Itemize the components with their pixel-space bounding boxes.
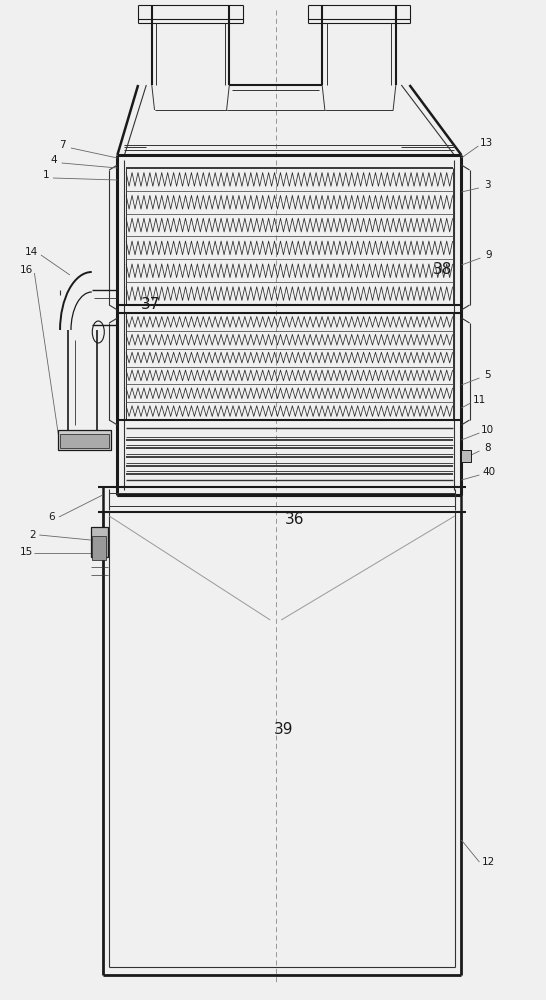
Text: 11: 11 xyxy=(473,395,486,405)
Text: 3: 3 xyxy=(484,180,490,190)
Bar xyxy=(92,536,106,560)
Bar xyxy=(91,527,108,557)
Text: 15: 15 xyxy=(20,547,33,557)
Text: 13: 13 xyxy=(479,138,492,148)
Bar xyxy=(60,434,109,448)
Text: 6: 6 xyxy=(49,512,55,522)
Text: 16: 16 xyxy=(20,265,33,275)
Text: 14: 14 xyxy=(25,247,38,257)
Text: 10: 10 xyxy=(481,425,494,435)
Bar xyxy=(58,430,111,450)
Text: 7: 7 xyxy=(60,140,66,150)
Text: 37: 37 xyxy=(140,297,160,312)
Text: 36: 36 xyxy=(285,512,305,528)
Text: 12: 12 xyxy=(482,857,495,867)
Text: 8: 8 xyxy=(484,443,491,453)
Text: 5: 5 xyxy=(484,370,491,380)
Text: 2: 2 xyxy=(29,530,36,540)
Text: 9: 9 xyxy=(485,250,492,260)
Text: 4: 4 xyxy=(50,155,57,165)
Text: 40: 40 xyxy=(482,467,495,477)
Bar xyxy=(461,450,471,462)
Text: 38: 38 xyxy=(432,262,452,277)
Text: 1: 1 xyxy=(43,170,50,180)
Text: 39: 39 xyxy=(274,722,294,738)
